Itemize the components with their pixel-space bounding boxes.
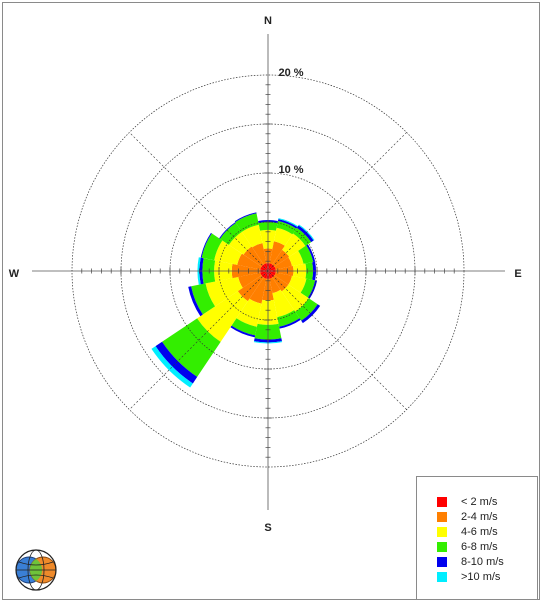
sector-ESE-4-6 m/s xyxy=(288,275,307,293)
compass-south-label: S xyxy=(264,522,271,534)
sector-SSE-< 2 m/s xyxy=(268,271,273,279)
sector-ESE-8-10 m/s xyxy=(307,280,318,299)
legend-swatch xyxy=(437,542,447,552)
sector-NNW-6-8 m/s xyxy=(235,213,259,232)
sector-SSW-2-4 m/s xyxy=(249,277,267,304)
legend-item: >10 m/s xyxy=(437,570,500,584)
sector-WNW-2-4 m/s xyxy=(237,253,262,270)
sector-ENE-< 2 m/s xyxy=(268,266,276,271)
legend-swatch xyxy=(437,512,447,522)
legend-label: 8-10 m/s xyxy=(461,556,504,568)
sector-ESE-< 2 m/s xyxy=(268,271,276,276)
legend-label: < 2 m/s xyxy=(461,496,498,508)
legend-swatch xyxy=(437,557,447,567)
sector-ENE-6-8 m/s xyxy=(298,245,314,264)
legend-label: >10 m/s xyxy=(461,571,501,583)
legend-item: < 2 m/s xyxy=(437,495,497,509)
sector-SSE-8-10 m/s xyxy=(279,318,301,329)
diagonal-axis-line xyxy=(129,132,407,410)
legend-swatch xyxy=(437,527,447,537)
sector-WNW-6-8 m/s xyxy=(201,233,223,261)
sector-SSW-6-8 m/s xyxy=(231,318,257,336)
wind-rose-sectors xyxy=(151,212,321,388)
ring-label-20: 20 % xyxy=(278,67,303,79)
legend-label: 6-8 m/s xyxy=(461,541,498,553)
sector-NW-4-6 m/s xyxy=(228,231,252,255)
sector-SSE-2-4 m/s xyxy=(269,277,281,294)
sector-WNW-< 2 m/s xyxy=(260,266,268,271)
compass-east-label: E xyxy=(514,268,521,280)
sector-WSW-4-6 m/s xyxy=(205,276,243,307)
legend-item: 4-6 m/s xyxy=(437,525,498,539)
sector-NNE-6-8 m/s xyxy=(276,221,297,235)
sector-NNE-8-10 m/s xyxy=(277,219,298,229)
legend-item: 8-10 m/s xyxy=(437,555,504,569)
sector-SSW-< 2 m/s xyxy=(263,271,268,279)
sector-NE-4-6 m/s xyxy=(282,233,306,257)
sector-WSW-6-8 m/s xyxy=(191,283,216,315)
legend-label: 4-6 m/s xyxy=(461,526,498,538)
sector-NNE-< 2 m/s xyxy=(268,263,273,271)
sector-NNW-8-10 m/s xyxy=(234,212,257,223)
sector-NE-8-10 m/s xyxy=(296,225,314,243)
sector-ESE-2-4 m/s xyxy=(274,272,293,285)
ring-label-10: 10 % xyxy=(278,164,303,176)
sector-SSW-8-10 m/s xyxy=(230,325,256,338)
sector-SSE-6-8 m/s xyxy=(277,310,300,327)
legend-item: 2-4 m/s xyxy=(437,510,498,524)
sector-WNW-4-6 m/s xyxy=(214,240,242,265)
sector-ESE-6-8 m/s xyxy=(300,278,316,298)
sector-NNE-4-6 m/s xyxy=(273,227,293,246)
globe-logo-icon xyxy=(15,549,57,591)
sector-NNE-2-4 m/s xyxy=(269,241,285,265)
sector-NNW-2-4 m/s xyxy=(252,243,267,265)
sector-WSW-2-4 m/s xyxy=(238,272,262,288)
grid xyxy=(32,34,505,510)
sector-ENE-4-6 m/s xyxy=(288,250,304,267)
legend-label: 2-4 m/s xyxy=(461,511,498,523)
legend-swatch xyxy=(437,497,447,507)
sector-NE-6-8 m/s xyxy=(293,227,312,246)
sector-SSE-4-6 m/s xyxy=(272,289,295,318)
compass-west-label: W xyxy=(9,268,20,280)
sector-SE-8-10 m/s xyxy=(301,304,321,324)
sector-NE->10 m/s xyxy=(298,224,315,241)
sector-NW-8-10 m/s xyxy=(219,222,236,239)
sector-SSW-4-6 m/s xyxy=(236,298,262,327)
sector-S->10 m/s xyxy=(253,341,283,344)
sector-NNE->10 m/s xyxy=(278,218,298,227)
sector-NNW-< 2 m/s xyxy=(263,263,268,271)
sector-WSW-8-10 m/s xyxy=(188,286,203,317)
sector-ENE-8-10 m/s xyxy=(306,244,316,263)
legend-swatch xyxy=(437,572,447,582)
sector-WSW-< 2 m/s xyxy=(260,271,268,276)
sector-NNW-4-6 m/s xyxy=(241,224,263,248)
sector-WNW-8-10 m/s xyxy=(200,232,212,258)
legend: < 2 m/s 2-4 m/s 4-6 m/s 6-8 m/s 8-10 m/s… xyxy=(416,476,538,600)
sector-SW->10 m/s xyxy=(151,346,193,388)
legend-item: 6-8 m/s xyxy=(437,540,498,554)
sector-ENE-2-4 m/s xyxy=(274,257,293,270)
compass-north-label: N xyxy=(264,15,272,27)
